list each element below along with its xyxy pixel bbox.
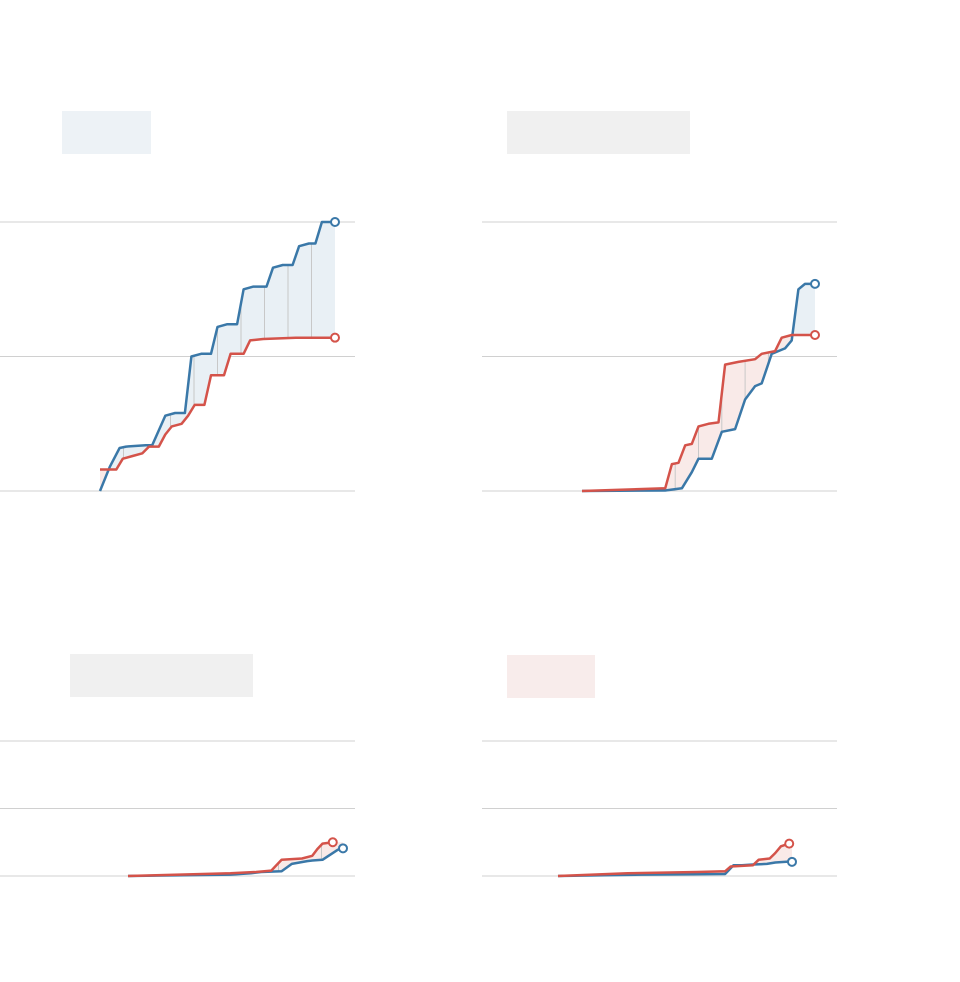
difference-band (109, 222, 336, 470)
endpoint-marker-blue (810, 278, 820, 289)
series-line-red (127, 841, 333, 878)
chart-svg-2 (482, 221, 837, 493)
series-line-red (100, 336, 335, 471)
difference-band (582, 334, 793, 491)
chart-svg-1 (0, 217, 355, 492)
chart-label-box-1 (62, 111, 151, 154)
endpoint-marker-blue (330, 217, 340, 227)
endpoint-marker-blue (338, 843, 348, 854)
chart-label-box-2 (507, 111, 690, 154)
series-line-blue (98, 220, 335, 492)
endpoint-marker-red (330, 332, 340, 343)
endpoint-marker-red (327, 837, 338, 848)
series-line-red (581, 333, 815, 493)
chart-svg-3 (0, 740, 355, 878)
chart-label-box-3 (70, 654, 253, 697)
series-line-blue (581, 282, 815, 493)
chart-panel-2 (482, 111, 837, 493)
endpoint-marker-red (784, 838, 795, 849)
chart-label-box-4 (507, 655, 595, 698)
endpoint-marker-red (810, 329, 820, 340)
series-line-red (557, 842, 790, 878)
endpoint-marker-blue (787, 856, 797, 867)
chart-panel-1 (0, 0, 480, 492)
chart-panel-3 (0, 654, 355, 878)
